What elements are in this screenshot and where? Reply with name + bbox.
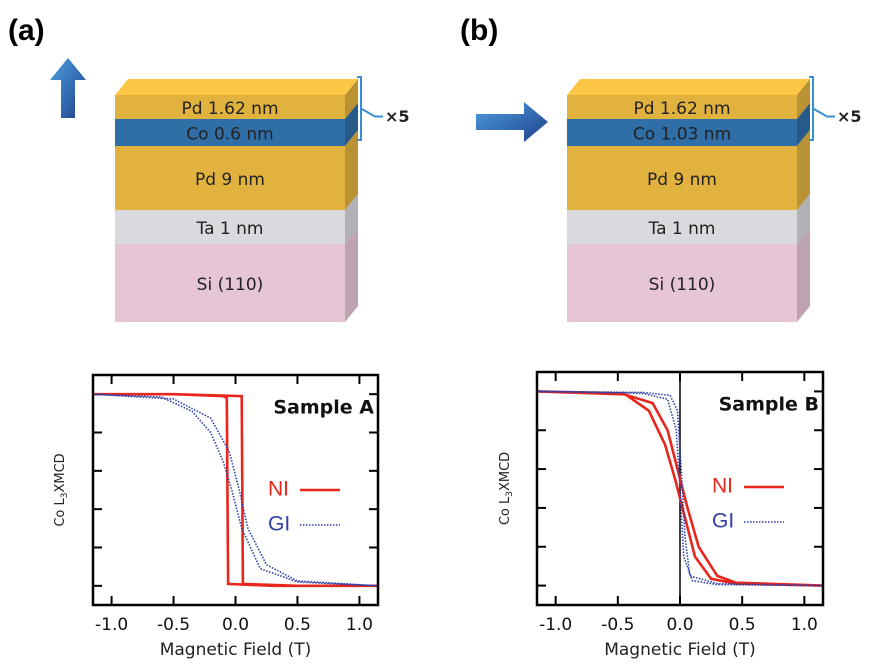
layer-label: Co 0.6 nm xyxy=(186,125,273,145)
x-tick-label: 0.5 xyxy=(729,615,756,635)
layer-label: Pd 1.62 nm xyxy=(181,99,278,119)
layer-side xyxy=(345,79,358,119)
repeat-label: ×5 xyxy=(837,107,862,126)
layer-side xyxy=(345,194,358,244)
layer-front xyxy=(567,146,797,210)
layer-side xyxy=(345,130,358,210)
data-line xyxy=(537,390,823,587)
panel-label: (b) xyxy=(460,14,498,47)
x-tick-label: 0.5 xyxy=(284,615,311,635)
layer-side xyxy=(797,228,810,322)
annotation: Sample B xyxy=(719,394,819,416)
layer-side xyxy=(797,79,810,119)
x-tick-label: 0.0 xyxy=(222,615,249,635)
data-line xyxy=(93,392,378,588)
y-axis-title: Co L3XMCD xyxy=(53,453,70,526)
x-tick-label: -0.5 xyxy=(601,615,634,635)
x-axis-title: Magnetic Field (T) xyxy=(160,640,312,660)
x-tick-label: 1.0 xyxy=(791,615,818,635)
layer-front xyxy=(567,119,797,146)
y-axis-title: Co L3XMCD xyxy=(498,452,515,525)
plot: -1.0 -0.5 0.0 0.5 1.0 Sample A NI GI Magnetic Fi… xyxy=(53,373,380,660)
legend-label: NI xyxy=(712,475,733,498)
repeat-bracket xyxy=(809,76,835,141)
repeat-bracket xyxy=(357,76,383,141)
layer-label: Pd 9 nm xyxy=(195,170,265,190)
layer-label: Pd 1.62 nm xyxy=(633,99,730,119)
panel-label: (a) xyxy=(8,14,45,47)
layer-front xyxy=(115,244,345,322)
layer-label: Ta 1 nm xyxy=(648,219,716,239)
y-axis-title-sub: 3 xyxy=(505,491,515,497)
layer-front xyxy=(115,210,345,244)
layer-label: Pd 9 nm xyxy=(647,170,717,190)
x-tick-label: 0.0 xyxy=(666,615,693,635)
layer-front xyxy=(115,119,345,146)
x-tick-label: -0.5 xyxy=(157,615,190,635)
repeat-label: ×5 xyxy=(385,107,410,126)
layer-top xyxy=(115,79,358,95)
data-line xyxy=(93,393,378,587)
y-axis-title-sub: 3 xyxy=(60,493,70,499)
layer-side xyxy=(797,130,810,210)
layer-front xyxy=(567,95,797,119)
magnetization-arrow xyxy=(50,58,86,118)
layer-side xyxy=(345,228,358,322)
y-axis-title-part: Co L xyxy=(53,498,68,527)
plot: -1.0 -0.5 0.0 0.5 1.0 Sample B NI GI Magnetic Fi… xyxy=(498,370,825,660)
layer-side xyxy=(797,194,810,244)
layer-front xyxy=(115,146,345,210)
layer-side xyxy=(797,103,810,146)
x-axis-title: Magnetic Field (T) xyxy=(604,640,756,660)
layer-side xyxy=(345,103,358,146)
layer-label: Ta 1 nm xyxy=(196,219,264,239)
layer-top xyxy=(567,79,810,95)
x-tick-label: -1.0 xyxy=(539,615,572,635)
plot-frame xyxy=(535,370,825,607)
y-axis-title-part: XMCD xyxy=(53,453,68,492)
x-tick-label: -1.0 xyxy=(95,615,128,635)
x-tick-label: 1.0 xyxy=(346,615,373,635)
magnetization-arrow xyxy=(476,102,548,142)
layer-front xyxy=(115,95,345,119)
legend-label: NI xyxy=(268,478,289,501)
y-axis-title-part: XMCD xyxy=(498,452,513,491)
y-axis-title-part: Co L xyxy=(498,496,513,525)
legend-label: GI xyxy=(712,510,734,533)
layer-label: Si (110) xyxy=(197,275,264,295)
legend-label: GI xyxy=(268,513,290,536)
layer-label: Si (110) xyxy=(649,275,716,295)
plot-frame xyxy=(91,373,380,607)
layer-label: Co 1.03 nm xyxy=(633,125,731,145)
layer-front xyxy=(567,244,797,322)
annotation: Sample A xyxy=(273,397,374,419)
layer-front xyxy=(567,210,797,244)
